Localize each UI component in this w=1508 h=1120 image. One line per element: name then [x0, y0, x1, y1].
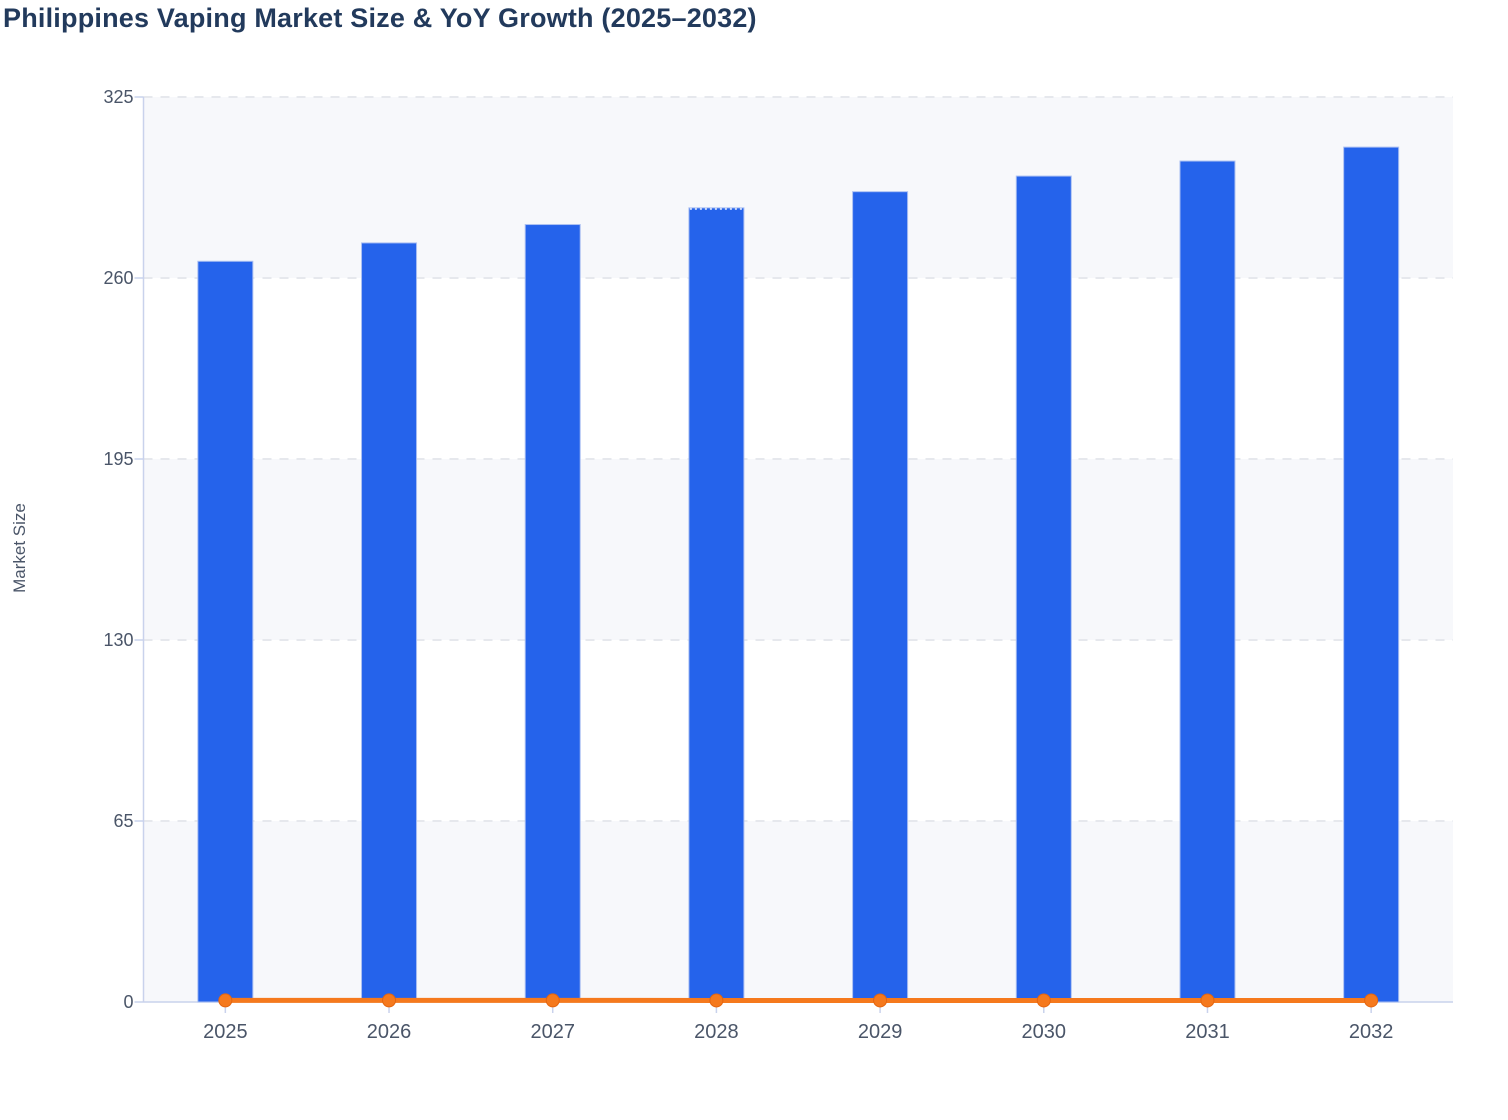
plot-band: [143, 459, 1453, 640]
yoy-growth-marker-2029[interactable]: [873, 993, 888, 1008]
yoy-growth-marker-2027[interactable]: [545, 993, 560, 1008]
bar-2031[interactable]: [1179, 160, 1236, 1003]
yoy-growth-marker-2032[interactable]: [1364, 993, 1379, 1008]
y-axis-tick-label: 0: [123, 992, 134, 1012]
chart-title: Philippines Vaping Market Size & YoY Gro…: [3, 3, 757, 33]
x-axis-tick-label: 2026: [366, 1021, 412, 1043]
plot-band: [143, 821, 1453, 1002]
yoy-growth-marker-2030[interactable]: [1036, 993, 1051, 1008]
plot-band: [143, 640, 1453, 821]
bar-2027[interactable]: [524, 224, 581, 1003]
yoy-growth-marker-2028[interactable]: [709, 993, 724, 1008]
y-axis-tick-label: 260: [103, 268, 134, 288]
bar-2030[interactable]: [1015, 175, 1072, 1003]
yoy-growth-marker-2026[interactable]: [382, 993, 397, 1008]
y-axis-tick-label: 195: [103, 449, 134, 469]
bar-2028[interactable]: [688, 207, 745, 1003]
x-axis-tick-label: 2032: [1348, 1021, 1394, 1043]
plot-band: [143, 97, 1453, 278]
x-axis-tick-label: 2031: [1185, 1021, 1230, 1043]
x-axis-tick-label: 2030: [1021, 1021, 1067, 1043]
yoy-growth-marker-2025[interactable]: [218, 993, 233, 1008]
bar-2026[interactable]: [361, 242, 418, 1003]
x-axis-tick-label: 2028: [694, 1021, 739, 1043]
y-axis-tick-label: 325: [103, 87, 134, 107]
bar-2025[interactable]: [197, 260, 254, 1003]
bar-2029[interactable]: [852, 191, 909, 1003]
x-axis-tick-label: 2025: [203, 1021, 248, 1043]
y-axis-tick-label: 65: [113, 811, 134, 831]
plot-band: [143, 278, 1453, 459]
yoy-growth-marker-2031[interactable]: [1200, 993, 1215, 1008]
x-axis-tick-label: 2029: [857, 1021, 903, 1043]
bar-2032[interactable]: [1343, 146, 1400, 1003]
y-axis-tick-label: 130: [103, 630, 134, 650]
x-axis-tick-label: 2027: [530, 1021, 575, 1043]
